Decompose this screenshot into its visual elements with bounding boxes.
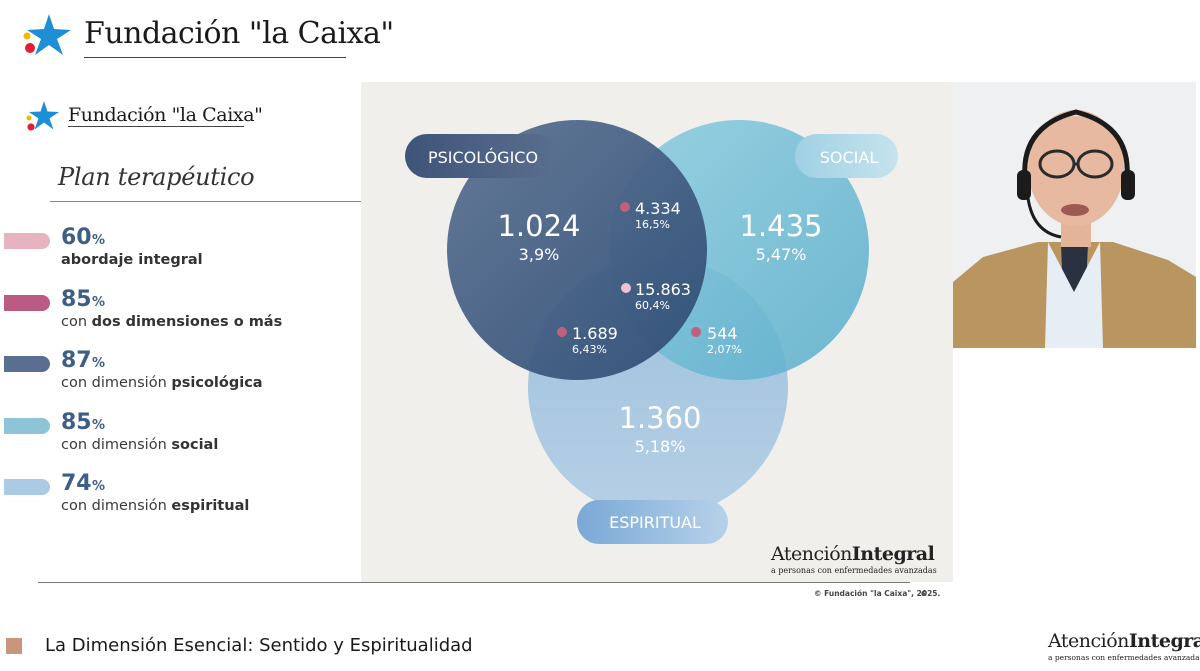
stat-row: 87% con dimensión psicológica [0, 348, 360, 398]
stat-description-prefix: con dimensión [61, 437, 172, 453]
espiritual-value: 1.360 [618, 401, 701, 435]
atencion-subtitle: a personas con enfermedades avanzadas [771, 566, 937, 575]
stat-percent-symbol: % [92, 233, 106, 248]
psi-esp-dot [557, 327, 567, 337]
psicologico-label: PSICOLÓGICO [428, 148, 538, 167]
la-caixa-star-icon [26, 101, 59, 131]
psicologico-label-pill [405, 134, 557, 178]
psicologico-circle [447, 120, 707, 380]
stat-description: abordaje integral [61, 252, 203, 268]
stat-description: con dos dimensiones o más [61, 314, 282, 330]
stat-color-bar [4, 356, 50, 372]
footer-atencion-prefix: Atención [1048, 630, 1129, 652]
all-value: 15.863 [635, 280, 691, 299]
stat-percent-symbol: % [92, 479, 106, 494]
stat-description: con dimensión social [61, 437, 218, 453]
soc-esp-pct: 2,07% [707, 343, 742, 356]
logo-underline [84, 57, 346, 58]
slide-logo: Fundación "la Caixa" [22, 100, 263, 136]
social-pct: 5,47% [756, 245, 807, 264]
stat-color-bar [4, 418, 50, 434]
stat-value: 85 [61, 410, 92, 435]
webcam-video [953, 82, 1196, 348]
stat-row: 74% con dimensión espiritual [0, 471, 360, 521]
footer-marker-square [6, 638, 22, 654]
slide-logo-underline [68, 126, 244, 127]
fundacion-la-caixa-logo: Fundación "la Caixa" [16, 12, 394, 58]
title-divider [50, 201, 361, 202]
plan-title: Plan terapéutico [58, 163, 255, 191]
stat-row: 85% con dimensión social [0, 410, 360, 460]
logo-name: Fundación "la Caixa" [84, 16, 394, 51]
speaker-video-frame [953, 82, 1196, 348]
psi-soc-value: 4.334 [635, 199, 681, 218]
footer-title: La Dimensión Esencial: Sentido y Espirit… [45, 635, 473, 656]
soc-esp-value: 544 [707, 324, 738, 343]
stat-value: 60 [61, 225, 92, 250]
slide-logo-name: Fundación "la Caixa" [68, 104, 263, 126]
espiritual-pct: 5,18% [635, 437, 686, 456]
all-pct: 60,4% [635, 299, 670, 312]
stat-row: 60% abordaje integral [0, 225, 360, 275]
social-label-pill [795, 134, 898, 178]
footer-atencion-bold: Integral [1128, 630, 1200, 652]
page-number: 6 [921, 590, 926, 598]
atencion-integral-footer-logo: AtenciónIntegral a personas con enfermed… [1048, 630, 1200, 662]
stat-description-bold: dos dimensiones o más [91, 314, 283, 330]
stat-percent-symbol: % [92, 418, 106, 433]
psi-esp-value: 1.689 [572, 324, 618, 343]
atencion-prefix: Atención [771, 543, 852, 565]
stat-description-bold: espiritual [171, 498, 250, 514]
la-caixa-star-icon [23, 14, 71, 55]
stat-description-prefix: con dimensión [61, 375, 172, 391]
stat-color-bar [4, 479, 50, 495]
psi-soc-dot [620, 202, 630, 212]
all-dot [621, 283, 631, 293]
stat-description-bold: abordaje integral [61, 252, 203, 268]
stat-row: 85% con dos dimensiones o más [0, 287, 360, 337]
stat-value: 74 [61, 471, 92, 496]
stat-description-bold: social [171, 437, 219, 453]
social-value: 1.435 [739, 209, 822, 243]
stat-description: con dimensión espiritual [61, 498, 249, 514]
stat-description-prefix: con [61, 314, 92, 330]
stat-value: 85 [61, 287, 92, 312]
psicologico-pct: 3,9% [519, 245, 560, 264]
stat-color-bar [4, 233, 50, 249]
atencion-integral-slide-logo: AtenciónIntegral a personas con enfermed… [771, 543, 937, 575]
espiritual-label-pill [577, 500, 728, 544]
stat-description-prefix: con dimensión [61, 498, 172, 514]
footer-atencion-subtitle: a personas con enfermedades avanzadas [1048, 653, 1200, 662]
stat-percent-symbol: % [92, 295, 106, 310]
espiritual-label: ESPIRITUAL [609, 513, 701, 532]
stat-description: con dimensión psicológica [61, 375, 263, 391]
stat-percent-symbol: % [92, 356, 106, 371]
psi-soc-pct: 16,5% [635, 218, 670, 231]
slide-bottom-divider [38, 582, 910, 583]
atencion-bold: Integral [851, 543, 935, 565]
stat-color-bar [4, 295, 50, 311]
psi-esp-pct: 6,43% [572, 343, 607, 356]
copyright: © Fundación "la Caixa", 2025. [814, 589, 941, 598]
psicologico-value: 1.024 [497, 209, 580, 243]
social-label: SOCIAL [820, 148, 879, 167]
stat-value: 87 [61, 348, 92, 373]
stat-description-bold: psicológica [171, 375, 263, 391]
venn-diagram: PSICOLÓGICO SOCIAL ESPIRITUAL 1.024 3,9%… [361, 82, 953, 582]
soc-esp-dot [691, 327, 701, 337]
